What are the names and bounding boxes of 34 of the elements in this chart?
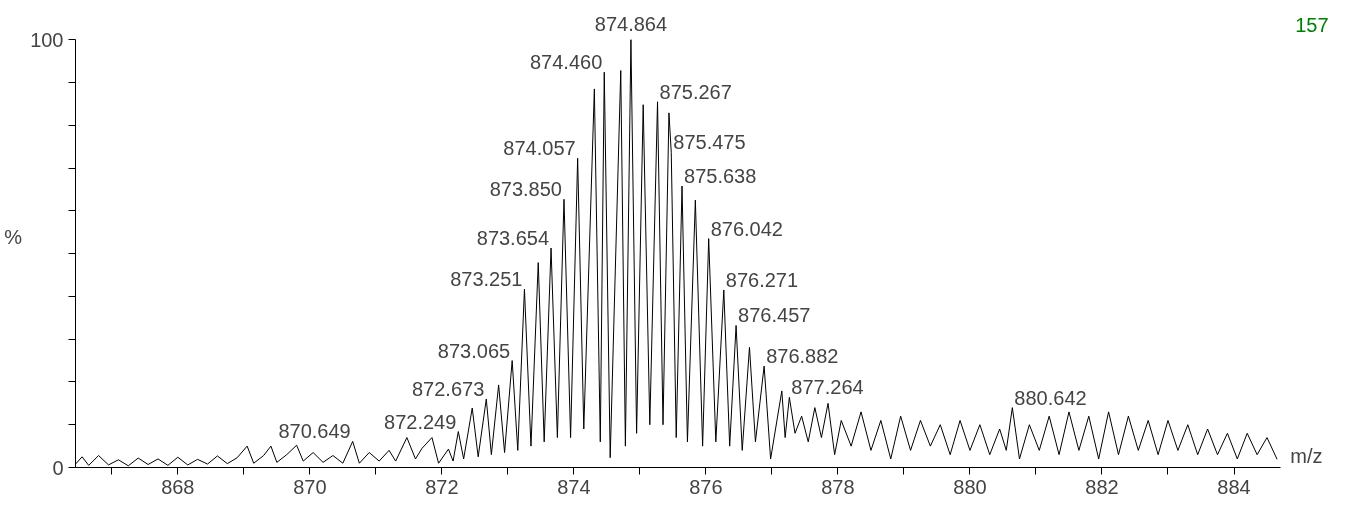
annotation: 875.267 xyxy=(659,80,732,103)
y-tick-label: 100 xyxy=(30,28,64,51)
annotation: 874.460 xyxy=(529,51,603,74)
line-series xyxy=(75,39,1278,467)
y-axis-title: % xyxy=(4,225,23,248)
x-tick-label: 884 xyxy=(1217,475,1251,498)
annotation: 873.251 xyxy=(450,268,523,291)
annotation: 873.850 xyxy=(489,178,562,201)
x-tick-label: 882 xyxy=(1085,475,1119,498)
x-tick-label: 876 xyxy=(689,475,723,498)
x-tick-label: 874 xyxy=(557,475,591,498)
annotation: 873.654 xyxy=(476,227,550,250)
annotation: 877.264 xyxy=(791,376,864,399)
x-tick-label: 880 xyxy=(953,475,987,498)
x-tick-label: 878 xyxy=(821,475,855,498)
annotation: 874.057 xyxy=(503,137,576,160)
x-axis-title: m/z xyxy=(1290,444,1323,467)
x-tick-label: 872 xyxy=(425,475,459,498)
annotation: 870.649 xyxy=(278,420,351,443)
x-tick-label: 868 xyxy=(161,475,195,498)
annotation: 876.882 xyxy=(766,345,839,368)
annotation: 872.249 xyxy=(384,410,457,433)
annotation: 876.271 xyxy=(725,268,799,291)
annotation: 876.457 xyxy=(738,304,811,327)
annotation: 874.864 xyxy=(594,12,668,35)
annotation: 873.065 xyxy=(437,339,511,362)
y-tick-label: 0 xyxy=(52,456,64,479)
annotation: 880.642 xyxy=(1014,386,1087,409)
text: 157 xyxy=(1295,13,1329,36)
annotation: 876.042 xyxy=(710,217,783,240)
annotation: 875.638 xyxy=(684,165,757,188)
annotation: 875.475 xyxy=(673,131,746,154)
annotation: 872.673 xyxy=(412,378,485,401)
x-tick-label: 870 xyxy=(293,475,327,498)
